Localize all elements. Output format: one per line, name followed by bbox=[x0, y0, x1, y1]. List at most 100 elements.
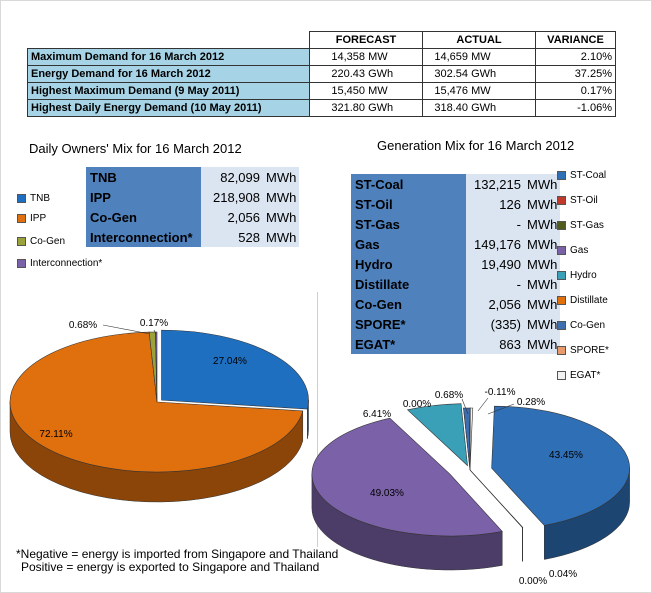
legend-swatch bbox=[17, 193, 26, 203]
owner-value: 528 bbox=[201, 227, 263, 247]
legend-swatch bbox=[557, 245, 566, 255]
legend-swatch bbox=[557, 345, 566, 355]
legend-item: IPP bbox=[17, 213, 46, 224]
source-value: 863 bbox=[466, 334, 524, 354]
leader-line bbox=[153, 329, 157, 335]
footnote-line-2: Positive = energy is exported to Singapo… bbox=[21, 560, 320, 574]
source-value: 126 bbox=[466, 194, 524, 214]
legend-label: ST-Coal bbox=[570, 170, 607, 181]
legend-swatch bbox=[557, 220, 566, 230]
legend-item: Interconnection* bbox=[17, 258, 102, 269]
source-value: 2,056 bbox=[466, 294, 524, 314]
actual-unit: GWh bbox=[471, 68, 497, 80]
pie-slice bbox=[406, 403, 468, 467]
pie-slice bbox=[155, 331, 158, 403]
owner-name: IPP bbox=[86, 187, 201, 207]
forecast-cell: 220.43 GWh bbox=[309, 65, 423, 83]
actual-cell: 318.40 GWh bbox=[422, 99, 536, 117]
pie-slice bbox=[161, 329, 309, 410]
legend-swatch bbox=[557, 270, 566, 280]
forecast-value: 220.43 bbox=[331, 68, 365, 80]
pie-slice bbox=[9, 331, 304, 473]
source-unit: MWh bbox=[524, 314, 561, 334]
pie-data-label: 0.00% bbox=[403, 399, 431, 410]
actual-value: 15,476 bbox=[434, 85, 468, 97]
legend-label: Distillate bbox=[570, 295, 608, 306]
table-row: Interconnection* 528 MWh bbox=[86, 227, 300, 247]
source-unit: MWh bbox=[524, 254, 561, 274]
forecast-value: 321.80 bbox=[331, 102, 365, 114]
table-row: Highest Daily Energy Demand (10 May 2011… bbox=[27, 99, 616, 117]
table-row: ST-Gas - MWh bbox=[351, 214, 561, 234]
forecast-cell: 14,358 MW bbox=[309, 48, 423, 66]
legend-label: Co-Gen bbox=[570, 320, 606, 331]
actual-cell: 302.54 GWh bbox=[422, 65, 536, 83]
legend-label: Interconnection* bbox=[30, 258, 103, 269]
source-name: Hydro bbox=[351, 254, 466, 274]
legend-label: EGAT* bbox=[570, 370, 601, 381]
source-value: 149,176 bbox=[466, 234, 524, 254]
row-label: Energy Demand for 16 March 2012 bbox=[27, 65, 310, 83]
legend-item: Hydro bbox=[557, 270, 597, 281]
owner-unit: MWh bbox=[263, 187, 300, 207]
source-value: 19,490 bbox=[466, 254, 524, 274]
legend-item: Gas bbox=[557, 245, 588, 256]
legend-swatch bbox=[557, 170, 566, 180]
source-name: Distillate bbox=[351, 274, 466, 294]
source-name: ST-Gas bbox=[351, 214, 466, 234]
forecast-cell: 15,450 MW bbox=[309, 82, 423, 100]
forecast-unit: MW bbox=[368, 51, 388, 63]
source-unit: MWh bbox=[524, 274, 561, 294]
source-name: SPORE* bbox=[351, 314, 466, 334]
source-value: 132,215 bbox=[466, 174, 524, 194]
pie-data-label: 6.41% bbox=[363, 409, 391, 420]
leader-line bbox=[477, 397, 489, 412]
source-unit: MWh bbox=[524, 294, 561, 314]
pie-data-label: 49.03% bbox=[370, 488, 404, 499]
pie-data-label: 0.28% bbox=[517, 397, 545, 408]
table-row: IPP 218,908 MWh bbox=[86, 187, 300, 207]
legend-label: ST-Oil bbox=[570, 195, 598, 206]
footnote: *Negative = energy is imported from Sing… bbox=[16, 548, 338, 574]
legend-label: Hydro bbox=[570, 270, 597, 281]
forecast-cell: 321.80 GWh bbox=[309, 99, 423, 117]
legend-swatch bbox=[557, 320, 566, 330]
leader-line bbox=[461, 398, 469, 415]
owners-mix-title: Daily Owners' Mix for 16 March 2012 bbox=[29, 141, 242, 156]
pie-data-label: 43.45% bbox=[549, 450, 583, 461]
legend-item: SPORE* bbox=[557, 345, 609, 356]
actual-value: 302.54 bbox=[434, 68, 468, 80]
owner-value: 218,908 bbox=[201, 187, 263, 207]
pie-data-label: 0.04% bbox=[549, 569, 577, 580]
table-row: Hydro 19,490 MWh bbox=[351, 254, 561, 274]
table-row: Co-Gen 2,056 MWh bbox=[86, 207, 300, 227]
actual-unit: GWh bbox=[471, 102, 497, 114]
legend-swatch bbox=[557, 295, 566, 305]
source-unit: MWh bbox=[524, 214, 561, 234]
pie-slice bbox=[311, 417, 503, 537]
legend-label: Gas bbox=[570, 245, 589, 256]
row-label: Highest Daily Energy Demand (10 May 2011… bbox=[27, 99, 310, 117]
legend-label: SPORE* bbox=[570, 345, 609, 356]
owners-mix-table: TNB 82,099 MWh IPP 218,908 MWh Co-Gen 2,056 MW… bbox=[86, 167, 300, 247]
legend-item: EGAT* bbox=[557, 370, 600, 381]
leader-line bbox=[487, 403, 515, 415]
row-label: Highest Maximum Demand (9 May 2011) bbox=[27, 82, 310, 100]
pie-data-label: 72.11% bbox=[39, 429, 72, 440]
table-row: Highest Maximum Demand (9 May 2011) 15,4… bbox=[27, 82, 616, 100]
table-row: ST-Coal 132,215 MWh bbox=[351, 174, 561, 194]
legend-label: ST-Gas bbox=[570, 220, 604, 231]
source-unit: MWh bbox=[524, 174, 561, 194]
owner-name: Interconnection* bbox=[86, 227, 201, 247]
forecast-value: 14,358 bbox=[331, 51, 365, 63]
legend-swatch bbox=[557, 195, 566, 205]
demand-summary-table: FORECAST ACTUAL VARIANCE Maximum Demand … bbox=[27, 31, 616, 117]
actual-value: 318.40 bbox=[434, 102, 468, 114]
source-unit: MWh bbox=[524, 234, 561, 254]
legend-swatch bbox=[17, 258, 26, 268]
variance-cell: 0.17% bbox=[535, 82, 616, 100]
legend-swatch bbox=[557, 370, 566, 380]
generation-mix-title: Generation Mix for 16 March 2012 bbox=[377, 138, 575, 153]
footnote-line-1: *Negative = energy is imported from Sing… bbox=[16, 547, 339, 561]
